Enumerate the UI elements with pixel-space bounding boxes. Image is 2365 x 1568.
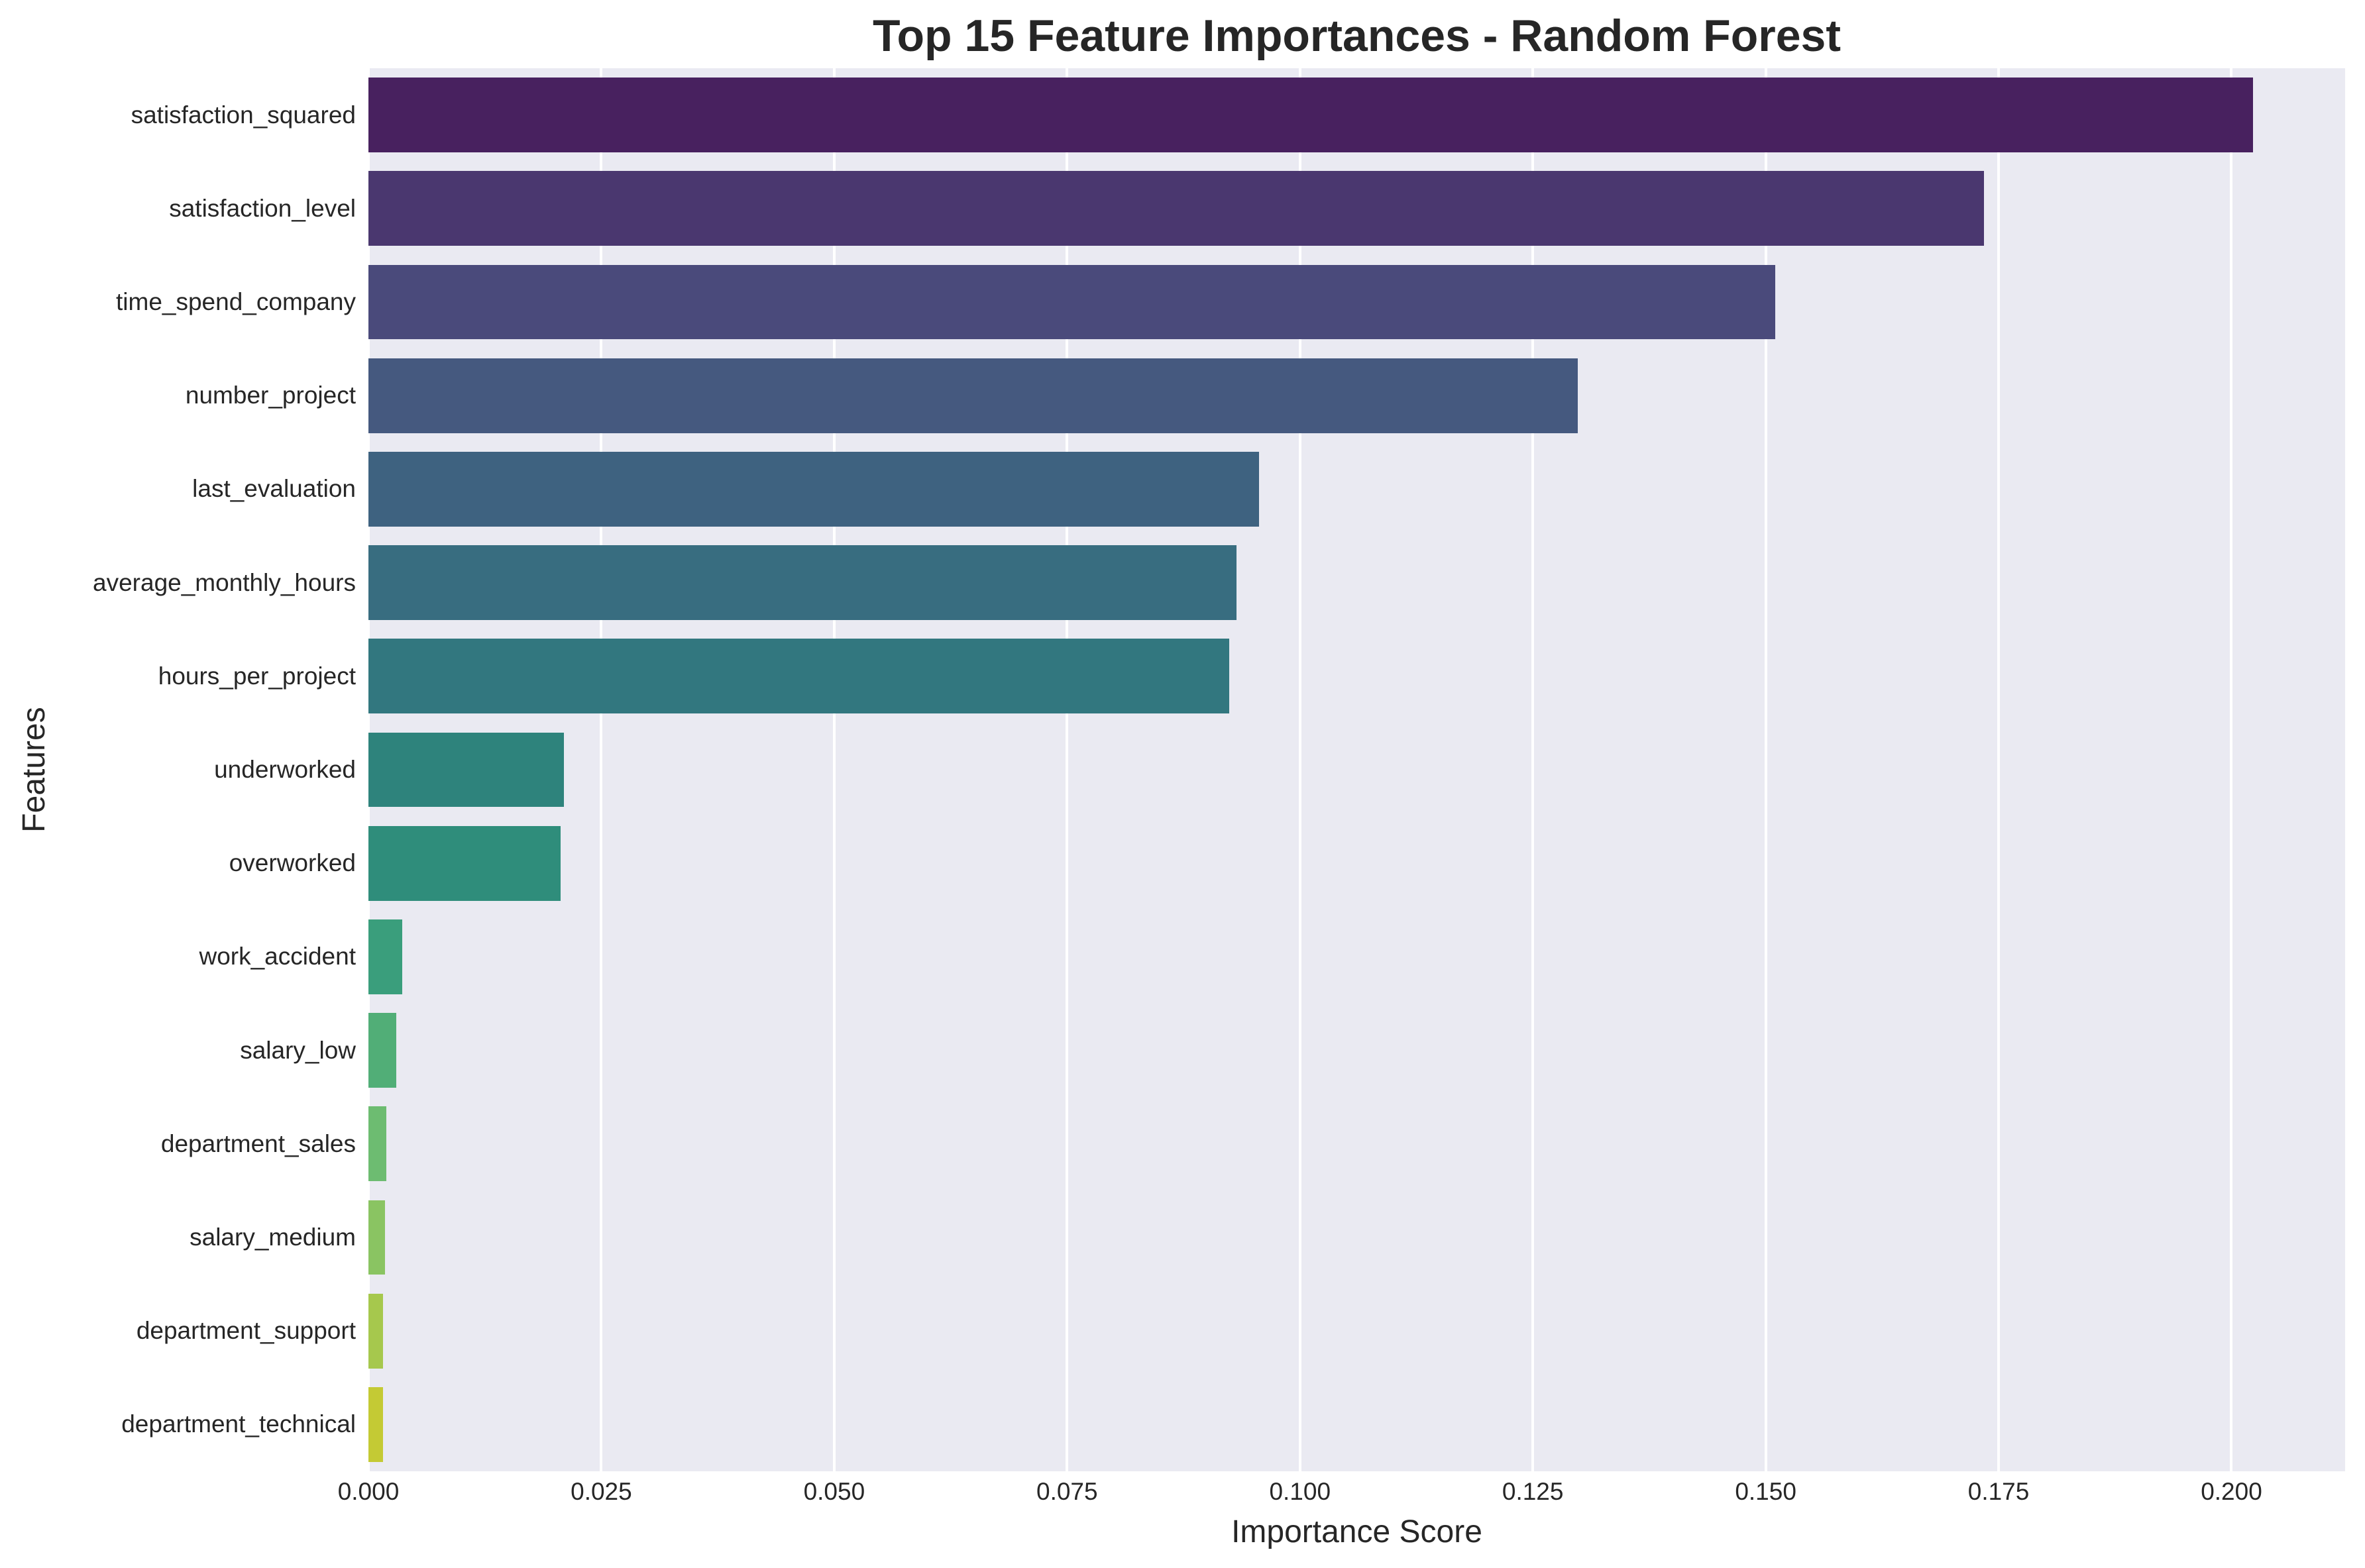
y-tick-label: average_monthly_hours <box>93 568 356 596</box>
x-tick-label: 0.200 <box>2201 1478 2262 1505</box>
x-tick-label: 0.175 <box>1967 1478 2030 1505</box>
bar-department-support <box>368 1293 384 1369</box>
x-gridline <box>1764 68 1767 1471</box>
bar-average-monthly-hours <box>368 545 1237 621</box>
bar-department-technical <box>368 1386 384 1462</box>
x-tick-label: 0.150 <box>1735 1478 1796 1505</box>
chart-title: Top 15 Feature Importances - Random Fore… <box>872 11 1841 61</box>
x-tick-label: 0.050 <box>803 1478 865 1505</box>
x-tick-label: 0.100 <box>1269 1478 1331 1505</box>
y-tick-label: satisfaction_squared <box>131 101 356 129</box>
x-gridline <box>1997 68 2001 1471</box>
bar-hours-per-project <box>368 639 1229 714</box>
x-gridline <box>600 68 603 1471</box>
x-gridline <box>1531 68 1535 1471</box>
y-tick-label: department_sales <box>160 1129 356 1157</box>
x-gridline <box>832 68 836 1471</box>
x-gridline <box>1298 68 1301 1471</box>
bar-number-project <box>368 358 1578 433</box>
y-tick-label: number_project <box>185 382 356 409</box>
y-tick-label: last_evaluation <box>192 475 356 503</box>
x-gridline <box>1066 68 1069 1471</box>
x-gridline <box>2230 68 2233 1471</box>
y-tick-label: salary_low <box>240 1036 356 1064</box>
y-tick-label: hours_per_project <box>158 662 356 690</box>
bar-work-accident <box>368 919 402 994</box>
bar-salary-low <box>368 1013 397 1088</box>
y-tick-label: satisfaction_level <box>169 194 356 222</box>
y-axis-label: Features <box>17 707 52 833</box>
y-tick-label: salary_medium <box>190 1224 356 1251</box>
x-tick-label: 0.000 <box>337 1478 400 1505</box>
x-tick-label: 0.025 <box>571 1478 632 1505</box>
plot-area <box>368 68 2345 1471</box>
x-axis-label: Importance Score <box>1231 1514 1482 1549</box>
x-tick-label: 0.075 <box>1036 1478 1098 1505</box>
y-tick-label: work_accident <box>199 943 356 970</box>
bar-satisfaction-squared <box>368 78 2253 153</box>
bar-time-spend-company <box>368 264 1775 340</box>
y-tick-label: department_support <box>136 1317 356 1345</box>
y-tick-label: time_spend_company <box>116 288 356 315</box>
bar-satisfaction-level <box>368 171 1984 246</box>
bar-last-evaluation <box>368 451 1259 527</box>
y-tick-label: underworked <box>214 756 356 783</box>
bar-underworked <box>368 732 565 808</box>
x-tick-label: 0.125 <box>1502 1478 1564 1505</box>
bar-salary-medium <box>368 1200 386 1275</box>
bar-overworked <box>368 825 561 901</box>
y-tick-label: overworked <box>229 849 356 877</box>
y-tick-label: department_technical <box>121 1410 356 1438</box>
bar-department-sales <box>368 1106 386 1182</box>
